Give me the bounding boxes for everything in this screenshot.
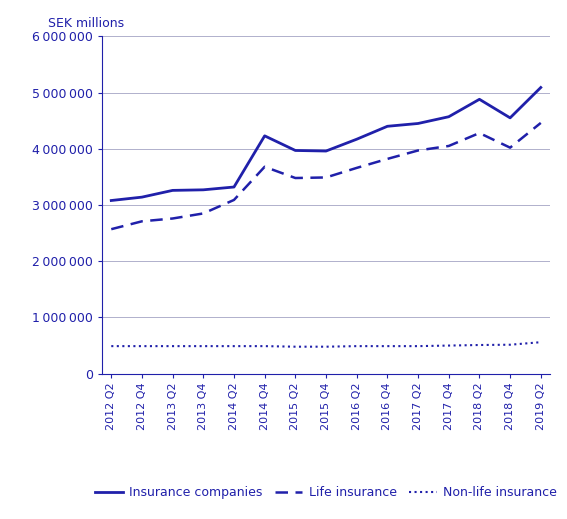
Life insurance bbox=[476, 130, 483, 136]
Line: Insurance companies: Insurance companies bbox=[111, 88, 541, 200]
Non-life insurance bbox=[384, 343, 391, 349]
Text: SEK millions: SEK millions bbox=[48, 17, 124, 30]
Insurance companies bbox=[292, 147, 299, 154]
Insurance companies bbox=[507, 115, 514, 121]
Line: Non-life insurance: Non-life insurance bbox=[111, 342, 541, 347]
Non-life insurance bbox=[538, 339, 544, 345]
Insurance companies bbox=[538, 85, 544, 91]
Life insurance bbox=[261, 163, 268, 170]
Insurance companies bbox=[138, 194, 145, 200]
Non-life insurance bbox=[169, 343, 176, 349]
Non-life insurance bbox=[231, 343, 238, 349]
Insurance companies bbox=[169, 187, 176, 194]
Non-life insurance bbox=[414, 343, 421, 349]
Non-life insurance bbox=[138, 343, 145, 349]
Legend: Insurance companies, Life insurance, Non-life insurance: Insurance companies, Life insurance, Non… bbox=[90, 481, 562, 504]
Life insurance bbox=[353, 165, 360, 171]
Insurance companies bbox=[414, 120, 421, 127]
Life insurance bbox=[231, 197, 238, 203]
Life insurance bbox=[538, 120, 544, 126]
Insurance companies bbox=[353, 136, 360, 142]
Insurance companies bbox=[384, 123, 391, 129]
Insurance companies bbox=[200, 187, 207, 193]
Non-life insurance bbox=[476, 342, 483, 348]
Non-life insurance bbox=[445, 343, 452, 349]
Insurance companies bbox=[323, 148, 329, 154]
Insurance companies bbox=[476, 96, 483, 102]
Non-life insurance bbox=[261, 343, 268, 349]
Insurance companies bbox=[261, 133, 268, 139]
Life insurance bbox=[414, 147, 421, 154]
Life insurance bbox=[507, 144, 514, 151]
Non-life insurance bbox=[353, 343, 360, 349]
Line: Life insurance: Life insurance bbox=[111, 123, 541, 229]
Non-life insurance bbox=[507, 342, 514, 348]
Life insurance bbox=[384, 156, 391, 162]
Non-life insurance bbox=[200, 343, 207, 349]
Life insurance bbox=[108, 226, 115, 233]
Life insurance bbox=[138, 218, 145, 224]
Insurance companies bbox=[231, 184, 238, 190]
Life insurance bbox=[200, 210, 207, 216]
Non-life insurance bbox=[292, 344, 299, 350]
Non-life insurance bbox=[108, 343, 115, 349]
Insurance companies bbox=[445, 114, 452, 120]
Life insurance bbox=[445, 143, 452, 149]
Non-life insurance bbox=[323, 344, 329, 350]
Insurance companies bbox=[108, 197, 115, 203]
Life insurance bbox=[292, 175, 299, 181]
Life insurance bbox=[169, 215, 176, 222]
Life insurance bbox=[323, 174, 329, 181]
